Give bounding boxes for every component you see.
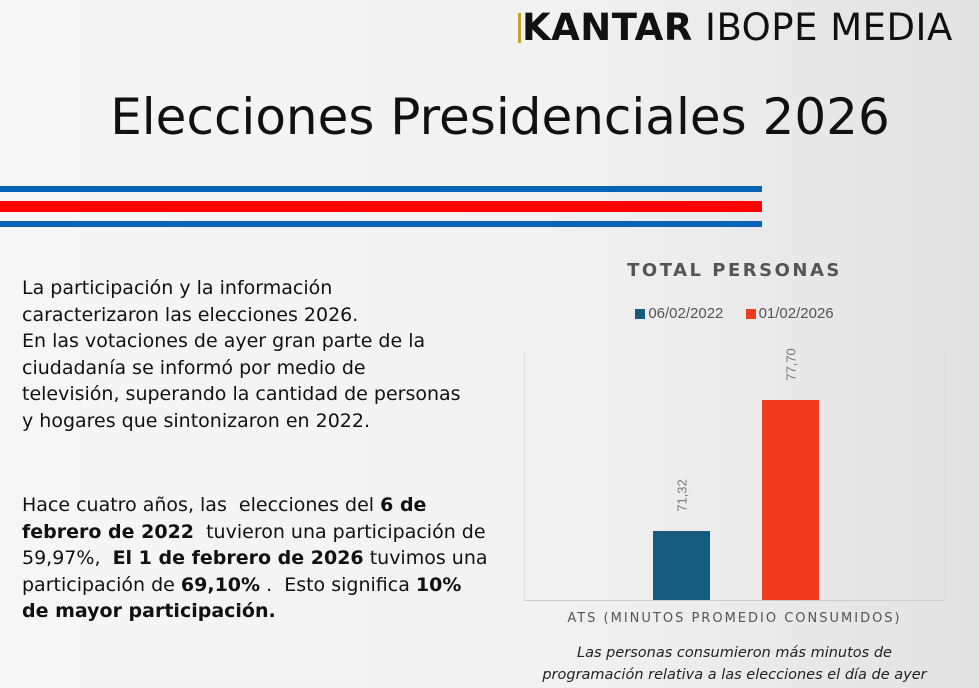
data-label: 71,32 <box>674 479 689 513</box>
intro-paragraph: La participación y la información caracte… <box>22 275 461 434</box>
text-segment: tuvieron una participación de <box>194 520 486 543</box>
text-line: de mayor participación. <box>22 598 488 625</box>
text-line: febrero de 2022 tuvieron una participaci… <box>22 519 488 546</box>
legend-swatch <box>635 308 646 319</box>
text-segment: . Esto significa <box>260 573 416 596</box>
participation-paragraph: Hace cuatro años, las elecciones del 6 d… <box>22 492 488 625</box>
bar-01-02-2026 <box>762 399 819 600</box>
page-title: Elecciones Presidenciales 2026 <box>110 88 890 146</box>
text-line: La participación y la información <box>22 277 333 299</box>
text-line: caracterizaron las elecciones 2026. <box>22 303 359 326</box>
bar-06-02-2022 <box>653 531 710 600</box>
text-line: ciudadanía se informó por medio de <box>22 356 366 379</box>
stripe-blue-top <box>0 186 762 192</box>
bold-text: 10% <box>415 573 462 596</box>
text-segment: Hace cuatro años, las elecciones del <box>22 494 381 516</box>
text-line: participación de 69,10% . Esto significa… <box>22 572 488 599</box>
text-segment: participación de <box>22 573 181 596</box>
text-segment: tuvimos una <box>363 547 488 569</box>
plot-area: 71,32 77,70 <box>524 348 945 601</box>
chart-legend: 06/02/2022 01/02/2026 <box>524 305 945 323</box>
stripe-blue-bottom <box>0 221 762 227</box>
bold-text: febrero de 2022 <box>22 520 195 543</box>
stripe-red <box>0 201 762 212</box>
text-line: y hogares que sintonizaron en 2022. <box>22 409 371 432</box>
bold-text: de mayor participación. <box>22 600 276 622</box>
text-line: En las votaciones de ayer gran parte de … <box>22 330 426 352</box>
text-line: Hace cuatro años, las elecciones del 6 d… <box>22 492 488 519</box>
text-line: televisión, superando la cantidad de per… <box>22 383 461 405</box>
caption-line: programación relativa a las elecciones e… <box>542 667 927 683</box>
bold-text: 6 de <box>380 494 427 516</box>
caption-line: Las personas consumieron más minutos de <box>577 645 892 661</box>
data-label: 77,70 <box>783 347 798 381</box>
legend-item-2022: 06/02/2022 <box>635 305 723 322</box>
x-axis-label: ATS (MINUTOS PROMEDIO CONSUMIDOS) <box>567 611 902 626</box>
bold-text: 69,10% <box>180 573 261 596</box>
text-line: 59,97%, El 1 de febrero de 2026 tuvimos … <box>22 545 488 572</box>
chart-caption: Las personas consumieron más minutos de … <box>524 642 945 686</box>
legend-item-2026: 01/02/2026 <box>745 305 834 322</box>
chart-title: TOTAL PERSONAS <box>627 260 842 281</box>
bold-text: El 1 de febrero de 2026 <box>112 547 364 569</box>
text-segment: 59,97%, <box>22 547 113 569</box>
kantar-ibope-media-logo: KANTAR IBOPE MEDIA <box>518 6 953 49</box>
legend-swatch <box>745 308 756 319</box>
